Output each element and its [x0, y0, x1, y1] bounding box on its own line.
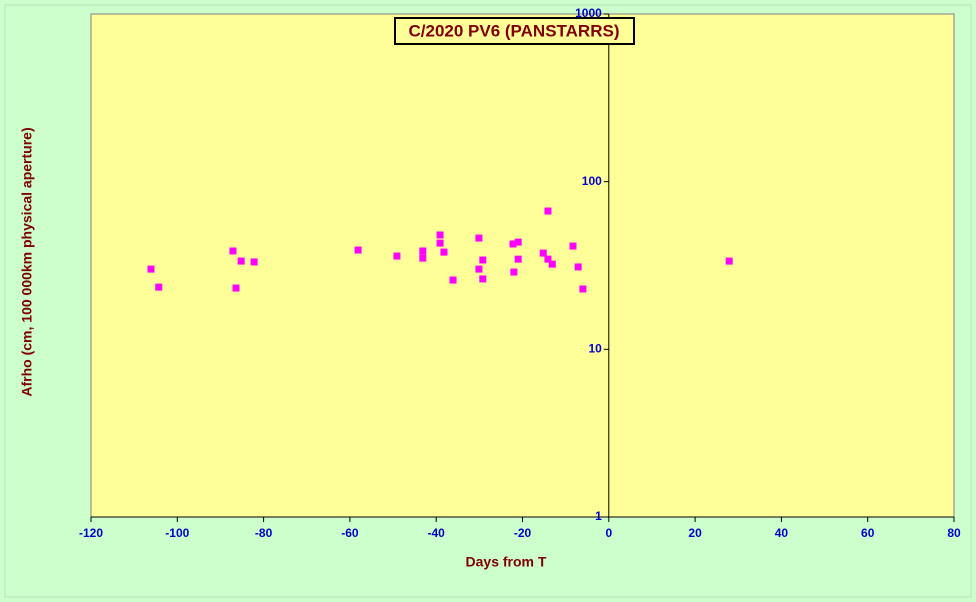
x-tick-label: 20 — [688, 526, 702, 540]
point — [393, 252, 401, 260]
point — [419, 254, 427, 262]
y-tick-label: 10 — [588, 342, 602, 356]
point — [436, 239, 444, 247]
point — [548, 260, 556, 268]
chart-title: C/2020 PV6 (PANSTARRS) — [409, 21, 620, 40]
point — [419, 247, 427, 255]
point — [440, 248, 448, 256]
y-axis-title: Afrho (cm, 100 000km physical aperture) — [19, 127, 35, 396]
x-tick-label: -40 — [428, 526, 446, 540]
point — [237, 257, 245, 265]
point — [475, 265, 483, 273]
point — [544, 255, 552, 263]
point — [354, 246, 362, 254]
point — [449, 276, 457, 284]
point — [250, 258, 258, 266]
x-axis-title: Days from T — [466, 554, 547, 570]
point — [579, 285, 587, 293]
point — [514, 255, 522, 263]
point — [229, 247, 237, 255]
point — [574, 263, 582, 271]
plot-area — [90, 13, 955, 518]
point — [147, 265, 155, 273]
point — [539, 249, 547, 257]
point — [509, 240, 517, 248]
title-box — [394, 17, 635, 45]
point — [569, 242, 577, 250]
x-tick-label: 40 — [775, 526, 789, 540]
x-tick-label: 80 — [947, 526, 961, 540]
x-tick-label: 0 — [605, 526, 612, 540]
y-tick-label: 1000 — [575, 6, 602, 20]
point — [479, 256, 487, 264]
x-tick-label: -120 — [79, 526, 103, 540]
point — [436, 231, 444, 239]
y-tick-label: 1 — [595, 509, 602, 523]
point — [514, 238, 522, 246]
x-tick-label: -60 — [341, 526, 359, 540]
x-tick-label: -100 — [165, 526, 189, 540]
point — [544, 207, 552, 215]
point — [510, 268, 518, 276]
point — [232, 284, 240, 292]
point — [725, 257, 733, 265]
point — [475, 234, 483, 242]
x-tick-label: 60 — [861, 526, 875, 540]
y-tick-label: 100 — [582, 174, 602, 188]
marks — [90, 13, 955, 522]
point — [479, 275, 487, 283]
x-tick-label: -80 — [255, 526, 273, 540]
x-tick-label: -20 — [514, 526, 532, 540]
point — [155, 283, 163, 291]
